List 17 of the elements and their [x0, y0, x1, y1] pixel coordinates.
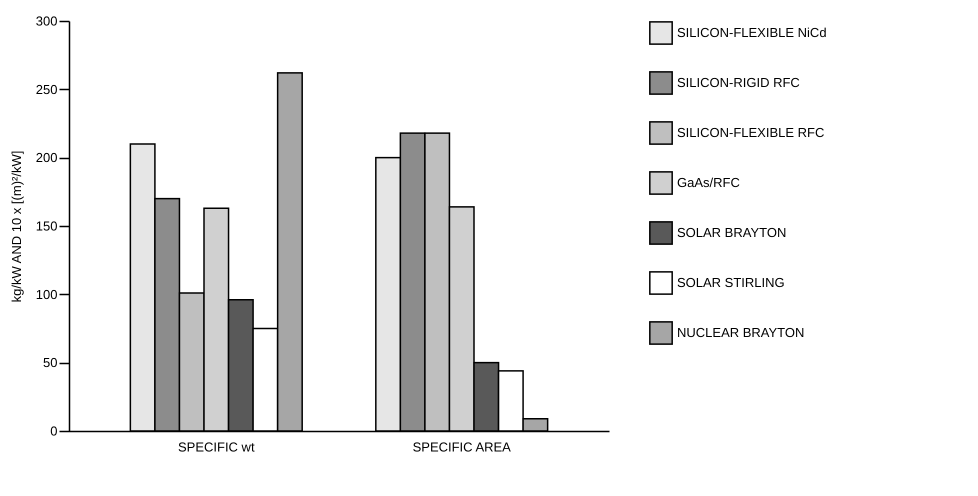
legend-label: SOLAR BRAYTON: [677, 225, 786, 240]
legend-label: SILICON-RIGID RFC: [677, 75, 800, 90]
y-tick-label: 0: [50, 424, 58, 438]
y-tick-label: 300: [36, 14, 58, 28]
legend-label: SILICON-FLEXIBLE RFC: [677, 125, 824, 140]
y-tick-label: 150: [36, 218, 58, 234]
y-tick-label: 100: [36, 286, 58, 302]
y-axis-title: kg/kW AND 10 x [(m)²/kW]: [8, 150, 24, 302]
y-tick-label: 250: [36, 82, 58, 97]
legend-label: GaAs/RFC: [677, 175, 740, 190]
legend-label: SILICON-FLEXIBLE NiCd: [677, 25, 827, 40]
y-tick-label: 200: [36, 150, 58, 166]
x-tick-label: SPECIFIC AREA: [412, 440, 512, 454]
legend-label: SOLAR STIRLING: [677, 275, 785, 290]
legend-label: NUCLEAR BRAYTON: [677, 325, 804, 340]
x-tick-label: SPECIFIC wt: [178, 440, 255, 454]
y-tick-label: 50: [43, 355, 58, 370]
